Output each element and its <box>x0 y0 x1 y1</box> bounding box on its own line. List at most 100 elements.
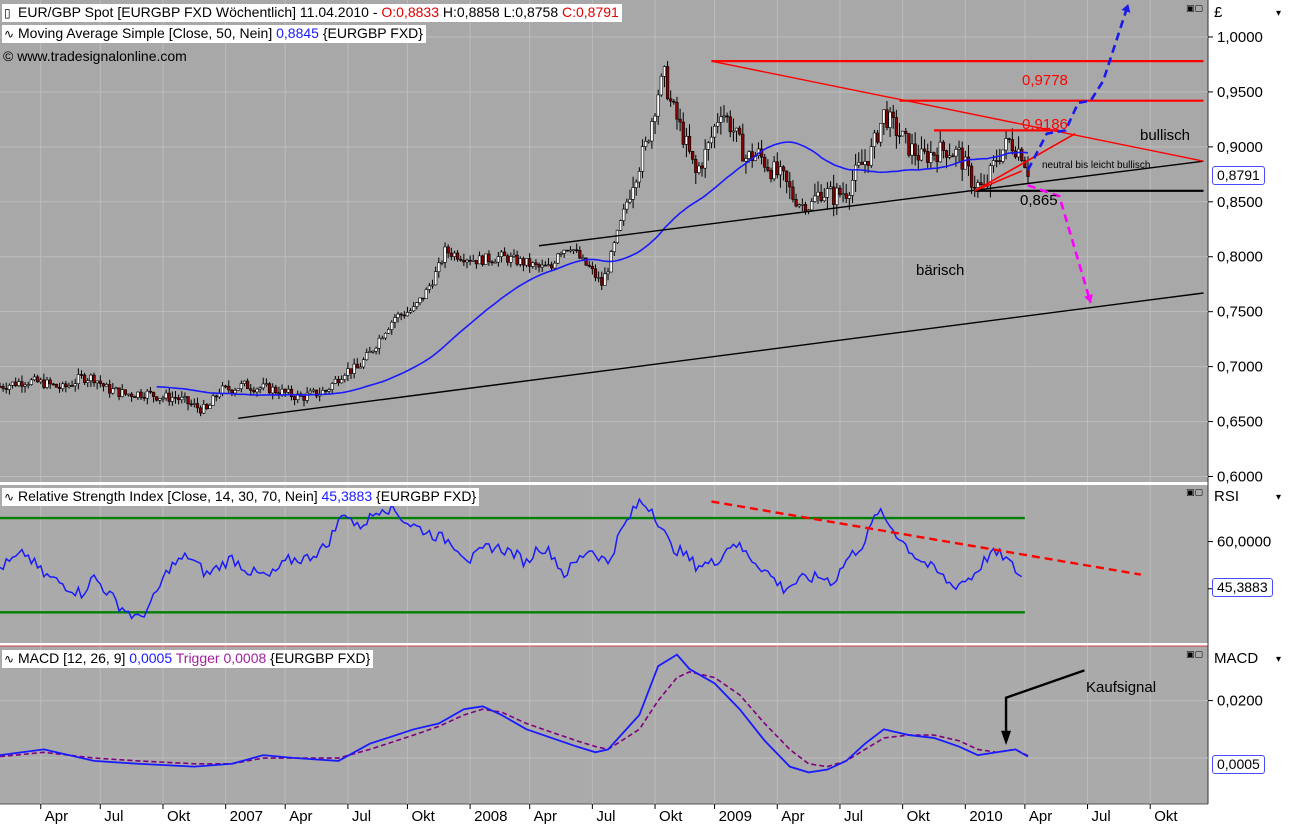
candle-down <box>446 246 450 254</box>
candle-up <box>854 164 858 181</box>
candle-up <box>383 332 388 339</box>
rsi-window-buttons-icon[interactable]: ▣▢ <box>1186 488 1204 498</box>
candle-up <box>211 395 215 406</box>
candle-up <box>954 149 958 157</box>
candle-down <box>487 253 491 263</box>
candle-up <box>731 130 735 133</box>
price-tick-label: 0,6500 <box>1217 414 1263 431</box>
candle-up <box>656 94 660 117</box>
annot-bull: bullisch <box>1140 127 1191 144</box>
candle-up <box>418 297 422 303</box>
bear-arrowhead <box>1084 294 1093 303</box>
candle-up <box>23 384 27 387</box>
ma-title: ∿ Moving Average Simple [Close, 50, Nein]… <box>2 25 426 43</box>
candle-down <box>117 387 121 397</box>
candle-up <box>358 366 363 369</box>
price-window-buttons-icon[interactable]: ▣▢ <box>1186 4 1204 14</box>
candle-down <box>336 378 341 384</box>
candle-up <box>346 368 350 376</box>
candle-up <box>597 277 601 279</box>
candle-up <box>477 255 482 265</box>
candle-up <box>111 388 115 394</box>
candle-up <box>393 317 397 323</box>
candle-down <box>803 204 808 212</box>
candle-down <box>151 391 156 397</box>
candle-down <box>769 170 773 180</box>
candle-up <box>380 337 384 340</box>
candle-up <box>869 146 873 166</box>
candle-down <box>932 152 936 156</box>
candle-down <box>42 379 46 388</box>
candle-up <box>192 403 196 405</box>
candle-down <box>528 258 532 267</box>
candle-up <box>340 379 344 384</box>
x-tick-label: Apr <box>289 808 312 824</box>
macd-axis-menu-icon[interactable]: ▾ <box>1276 654 1282 665</box>
candle-down <box>302 395 306 401</box>
candle-down <box>64 383 68 388</box>
candle-up <box>747 151 751 159</box>
candle-down <box>57 386 62 389</box>
candle-up <box>183 396 187 398</box>
candle-down <box>766 166 770 171</box>
candle-down <box>177 397 181 401</box>
candle-up <box>73 383 77 387</box>
candle-up <box>427 285 431 290</box>
x-tick-label: Apr <box>45 808 68 824</box>
candle-down <box>0 386 2 388</box>
candle-up <box>662 66 667 77</box>
candle-up <box>239 383 243 390</box>
candle-up <box>622 208 626 221</box>
candle-up <box>581 257 585 260</box>
candle-up <box>841 193 845 196</box>
candle-down <box>600 277 604 286</box>
macd-label: MACD [12, 26, 9] <box>18 650 130 666</box>
candle-up <box>32 376 37 381</box>
candle-down <box>98 380 102 384</box>
candle-down <box>565 249 569 252</box>
candle-down <box>230 389 234 394</box>
candle-down <box>669 98 673 102</box>
candle-down <box>794 199 798 207</box>
candle-up <box>847 195 851 199</box>
candle-down <box>578 250 582 259</box>
candle-down <box>79 374 84 376</box>
kaufsignal-arrowhead <box>1001 730 1012 746</box>
candle-down <box>324 390 328 392</box>
candle-down <box>101 383 106 387</box>
candle-up <box>625 201 629 210</box>
candle-up <box>650 121 654 142</box>
candle-up <box>512 254 516 257</box>
price-axis-menu-icon[interactable]: ▾ <box>1276 8 1282 19</box>
candle-down <box>133 396 137 398</box>
candle-down <box>449 252 453 257</box>
candle-down <box>885 109 889 128</box>
candle-down <box>694 159 698 173</box>
price-candles <box>0 61 1030 417</box>
x-tick-label: 2007 <box>230 808 263 824</box>
macd-window-buttons-icon[interactable]: ▣▢ <box>1186 650 1204 660</box>
ma-value: 0,8845 <box>276 25 319 41</box>
candle-up <box>562 249 566 254</box>
candle-down <box>92 374 96 384</box>
candle-down <box>283 388 287 393</box>
rsi-axis-menu-icon[interactable]: ▾ <box>1276 492 1282 503</box>
candle-down <box>224 385 228 388</box>
macd-symbol: {EURGBP FXD} <box>266 650 371 666</box>
candle-up <box>722 115 726 118</box>
candle-up <box>371 350 375 353</box>
candle-up <box>553 262 557 269</box>
candle-up <box>697 165 701 173</box>
x-tick-label: Okt <box>167 808 191 824</box>
candle-up <box>612 242 616 252</box>
candle-up <box>202 404 206 414</box>
ma-line <box>156 141 1029 396</box>
candle-up <box>305 392 309 401</box>
x-tick-label: Okt <box>1154 808 1178 824</box>
candle-up <box>443 246 447 263</box>
price-tick-label: 0,7000 <box>1217 359 1263 376</box>
candle-down <box>139 391 143 398</box>
candle-up <box>377 337 381 349</box>
candle-down <box>314 389 319 397</box>
candle-up <box>901 130 905 137</box>
